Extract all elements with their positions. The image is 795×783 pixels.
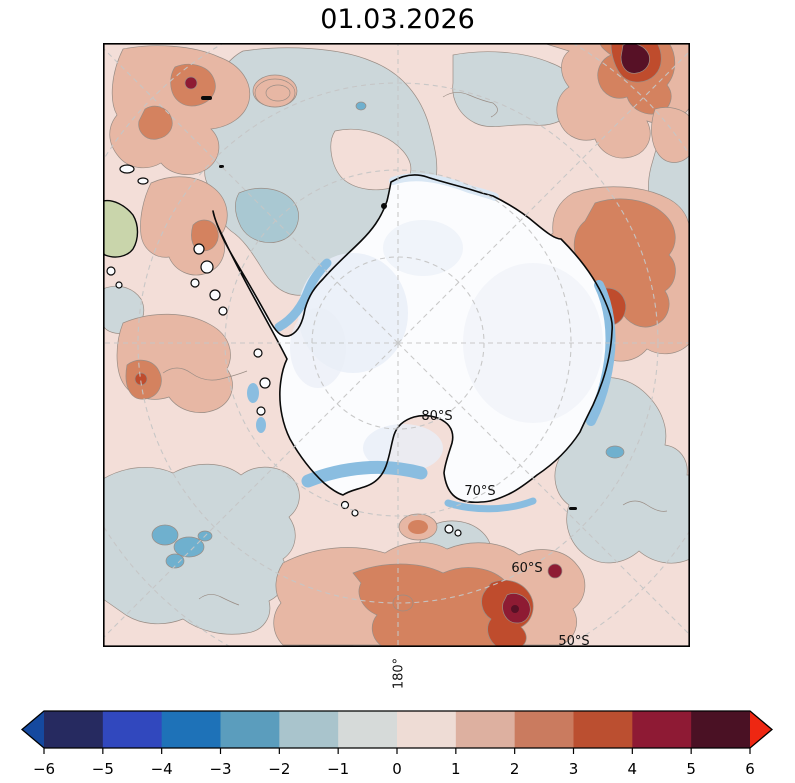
- colorbar-tick-label: 4: [628, 760, 638, 778]
- lat-label-50s: 50°S: [558, 634, 589, 647]
- lat-label-80s: 80°S: [421, 409, 452, 424]
- colorbar-segment: [102, 711, 163, 748]
- map-panel: 80°S 70°S 60°S 50°S: [103, 43, 690, 647]
- graticule: [103, 43, 690, 647]
- colorbar-segment: [691, 711, 751, 748]
- islet: [569, 507, 577, 510]
- map-border: [103, 43, 690, 647]
- colorbar-segment: [161, 711, 221, 748]
- colorbar-segment: [279, 711, 339, 748]
- lat-label-70s: 70°S: [464, 484, 495, 499]
- south-america-tip: [103, 199, 139, 258]
- islet: [201, 96, 212, 100]
- colorbar-segment: [514, 711, 574, 748]
- colorbar-segment: [455, 711, 516, 748]
- colorbar-under-arrow: [22, 711, 44, 748]
- colorbar-segment: [397, 711, 457, 748]
- colorbar-tick-label: −2: [268, 760, 290, 778]
- colorbar-tick-label: 0: [392, 760, 402, 778]
- lon-label-180: 180°: [391, 657, 407, 690]
- colorbar-segment: [338, 711, 398, 748]
- colorbar-tick-label: 5: [686, 760, 696, 778]
- map-svg: 80°S 70°S 60°S 50°S: [103, 43, 690, 647]
- colorbar-tick-label: −6: [33, 760, 55, 778]
- colorbar-svg: −6 −5 −4 −3 −2 −1 0 1 2 3 4 5 6: [20, 710, 774, 778]
- colorbar-segment: [220, 711, 280, 748]
- antarctica-ice-sheet: [213, 174, 613, 503]
- lat-label-60s: 60°S: [511, 561, 542, 576]
- colorbar-tick-label: −3: [209, 760, 231, 778]
- islet: [381, 203, 387, 209]
- islet: [219, 165, 224, 168]
- colorbar-segment: [44, 711, 104, 748]
- colorbar-over-arrow: [750, 711, 772, 748]
- colorbar-tick-label: −1: [327, 760, 349, 778]
- latitude-labels: 80°S 70°S 60°S 50°S: [421, 409, 589, 647]
- antarctica-coastline: [212, 174, 614, 504]
- colorbar-tick-label: 2: [510, 760, 520, 778]
- colorbar-tick-label: 1: [451, 760, 461, 778]
- colorbar-segment: [573, 711, 633, 748]
- colorbar-segment: [632, 711, 692, 748]
- figure-title: 01.03.2026: [320, 4, 475, 35]
- colorbar-tick-label: −4: [151, 760, 173, 778]
- colorbar-tick-label: 3: [569, 760, 579, 778]
- colorbar-tick-label: 6: [745, 760, 755, 778]
- colorbar-tick-label: −5: [92, 760, 114, 778]
